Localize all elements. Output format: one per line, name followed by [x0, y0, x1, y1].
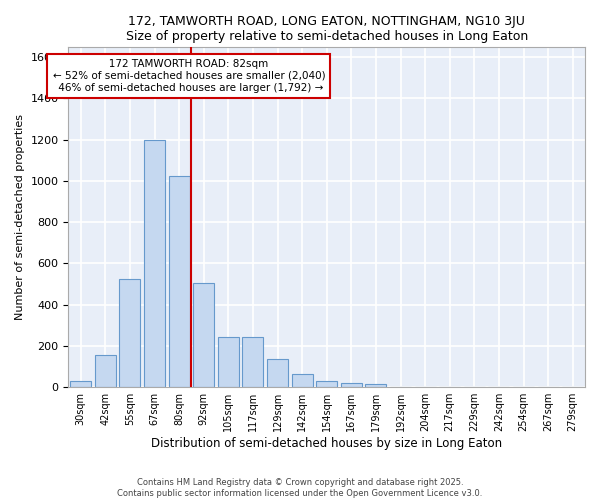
- Bar: [144, 140, 165, 387]
- Y-axis label: Number of semi-detached properties: Number of semi-detached properties: [15, 114, 25, 320]
- Bar: [292, 374, 313, 387]
- Bar: [267, 360, 288, 387]
- Bar: [365, 384, 386, 387]
- Bar: [119, 279, 140, 387]
- X-axis label: Distribution of semi-detached houses by size in Long Eaton: Distribution of semi-detached houses by …: [151, 437, 502, 450]
- Bar: [242, 336, 263, 387]
- Bar: [316, 381, 337, 387]
- Bar: [169, 176, 190, 387]
- Bar: [193, 283, 214, 387]
- Bar: [218, 336, 239, 387]
- Bar: [70, 381, 91, 387]
- Title: 172, TAMWORTH ROAD, LONG EATON, NOTTINGHAM, NG10 3JU
Size of property relative t: 172, TAMWORTH ROAD, LONG EATON, NOTTINGH…: [125, 15, 528, 43]
- Bar: [95, 355, 116, 387]
- Text: Contains HM Land Registry data © Crown copyright and database right 2025.
Contai: Contains HM Land Registry data © Crown c…: [118, 478, 482, 498]
- Text: 172 TAMWORTH ROAD: 82sqm   
← 52% of semi-detached houses are smaller (2,040)
 4: 172 TAMWORTH ROAD: 82sqm ← 52% of semi-d…: [53, 60, 325, 92]
- Bar: [341, 383, 362, 387]
